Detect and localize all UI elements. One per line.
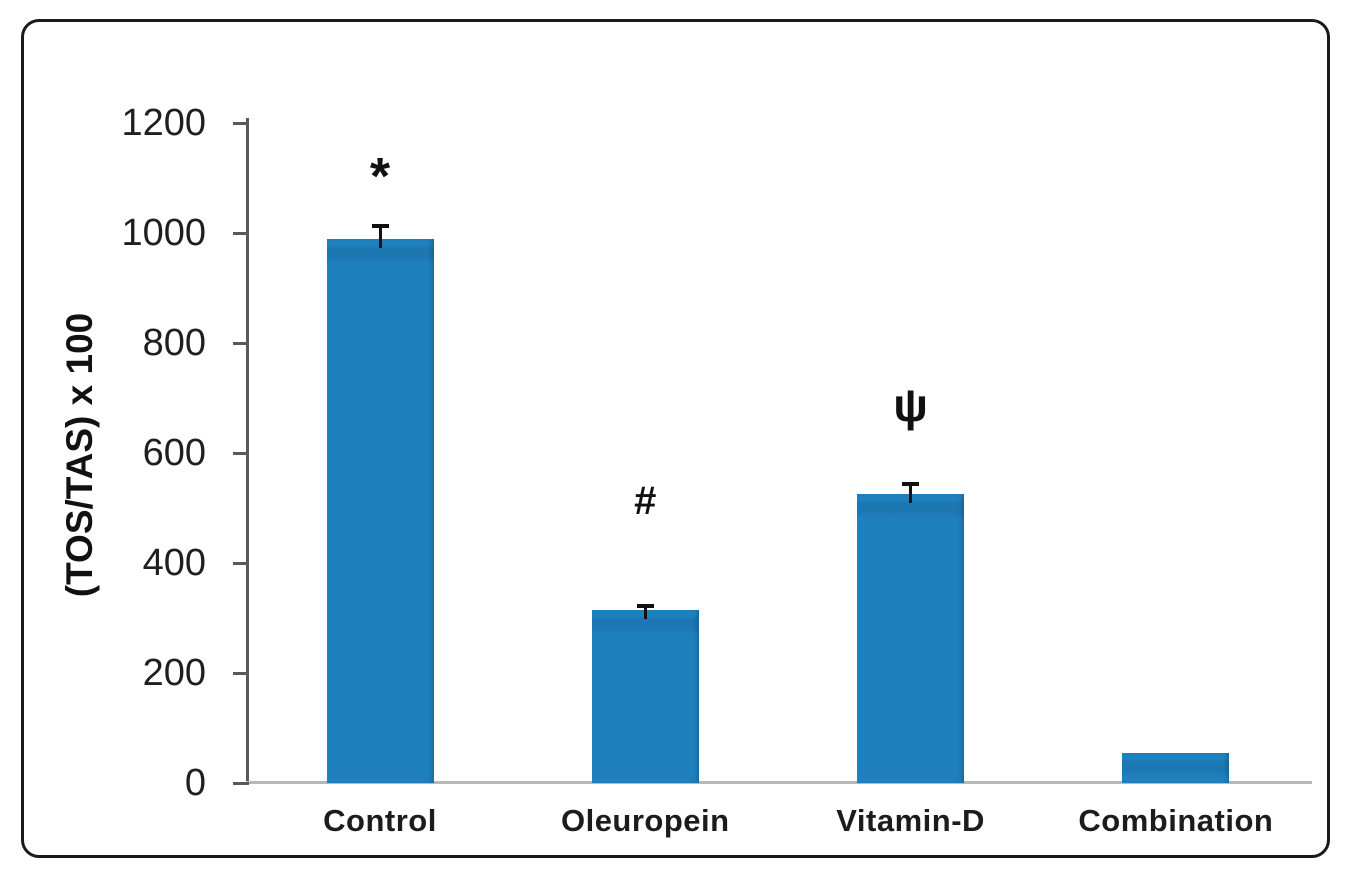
y-tick-mark bbox=[233, 122, 249, 125]
error-bar-cap bbox=[902, 482, 920, 487]
error-bar bbox=[909, 483, 913, 504]
significance-marker: ψ bbox=[893, 379, 928, 432]
error-bar bbox=[643, 605, 647, 619]
x-category-label: Oleuropein bbox=[560, 803, 730, 838]
y-tick-mark bbox=[233, 672, 249, 675]
y-tick-label: 0 bbox=[184, 762, 206, 804]
x-category-label: Vitamin-D bbox=[836, 803, 985, 838]
error-bar-cap bbox=[636, 604, 654, 609]
y-tick-mark bbox=[233, 782, 249, 785]
y-axis-line bbox=[246, 118, 249, 783]
y-tick-label: 800 bbox=[142, 322, 206, 364]
bar bbox=[1122, 752, 1230, 783]
bar bbox=[326, 238, 434, 783]
y-tick-label: 1000 bbox=[121, 212, 206, 254]
bar bbox=[857, 494, 965, 783]
y-tick-label: 200 bbox=[142, 652, 206, 694]
x-category-label: Control bbox=[323, 803, 437, 838]
bar bbox=[591, 609, 699, 783]
y-tick-label: 1200 bbox=[121, 102, 206, 144]
significance-marker: * bbox=[369, 147, 391, 206]
y-tick-label: 400 bbox=[142, 542, 206, 584]
x-axis-line bbox=[246, 781, 1312, 784]
significance-marker: # bbox=[634, 479, 657, 524]
error-bar bbox=[378, 224, 382, 248]
y-tick-label: 600 bbox=[142, 432, 206, 474]
error-bar-cap bbox=[371, 223, 389, 228]
x-category-label: Combination bbox=[1078, 803, 1274, 838]
y-tick-mark bbox=[233, 342, 249, 345]
y-tick-mark bbox=[233, 452, 249, 455]
y-tick-mark bbox=[233, 232, 249, 235]
y-tick-mark bbox=[233, 562, 249, 565]
